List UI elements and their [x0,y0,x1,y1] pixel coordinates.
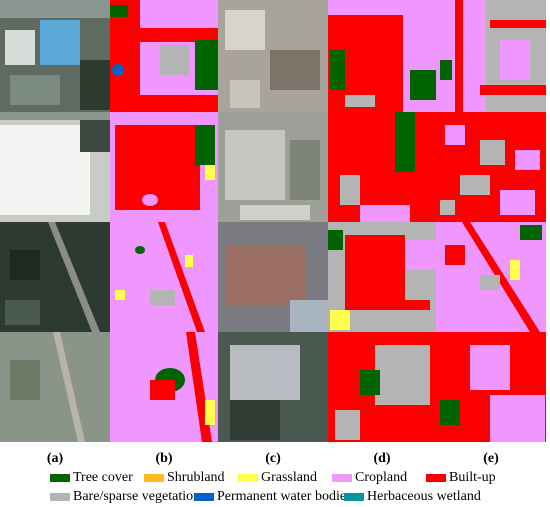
legend-swatch [426,474,446,482]
legend-label: Built-up [449,470,496,485]
land-cover-map [110,222,218,332]
land-cover-map [110,0,218,112]
land-cover-map [110,112,218,222]
satellite-image [218,222,328,332]
land-cover-map [328,0,436,112]
legend-label: Bare/sparse vegetation [73,489,200,504]
land-cover-map [436,0,546,112]
panel-labels: (a) (b) (c) (d) (e) [47,451,499,466]
satellite-image [218,332,328,442]
panel-label: (e) [483,451,499,466]
satellite-image [0,332,110,442]
satellite-image [0,222,110,332]
panel-label: (c) [265,451,281,466]
legend-label: Grassland [261,470,317,485]
legend-label: Shrubland [167,470,225,485]
legend-label: Herbaceous wetland [367,489,481,504]
panel-label: (d) [373,451,390,466]
image-grid [0,0,546,442]
land-cover-map [328,222,436,332]
land-cover-map [436,222,546,332]
land-cover-map [436,112,546,222]
legend-label: Permanent water bodies [217,489,352,504]
panel-label: (a) [47,451,64,466]
land-cover-map [328,112,436,222]
legend-swatch [50,474,70,482]
legend-swatch [194,493,214,501]
legend-swatch [144,474,164,482]
panel-label: (b) [155,451,172,466]
satellite-image [218,112,328,222]
land-cover-map [110,332,218,442]
legend-label: Cropland [355,470,407,485]
land-cover-map [328,332,436,442]
legend-label: Tree cover [73,470,133,485]
legend-swatch [238,474,258,482]
satellite-image [0,112,110,222]
legend: Tree cover Shrubland Grassland Cropland Buil… [50,470,496,504]
legend-swatch [50,493,70,501]
satellite-image [0,0,110,112]
legend-swatch [332,474,352,482]
satellite-image [218,0,328,112]
land-cover-map [436,332,546,442]
legend-swatch [344,493,364,501]
